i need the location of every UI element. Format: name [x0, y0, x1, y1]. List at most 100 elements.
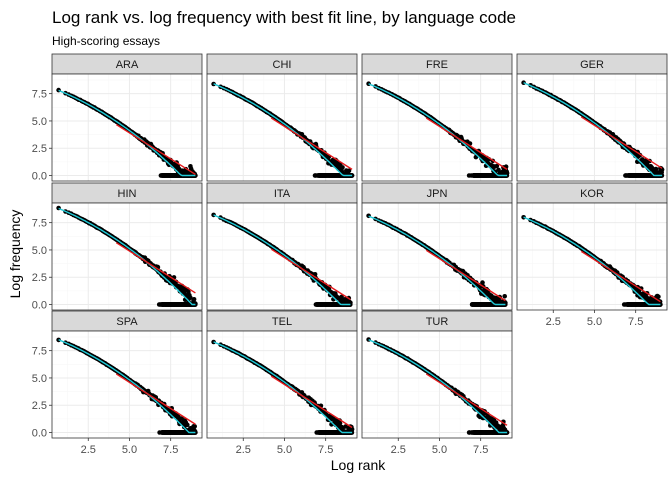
facet-fre: FRE	[361, 53, 513, 182]
best-fit-line	[425, 117, 508, 170]
data-point	[366, 81, 371, 86]
facet-panel-border	[206, 202, 358, 311]
x-tick-label: 7.5	[473, 444, 488, 456]
x-tick-label: 5.0	[432, 444, 447, 456]
best-fit-line	[580, 250, 661, 303]
facet-strip-label: JPN	[427, 188, 448, 200]
facet-strip-label: TEL	[272, 316, 292, 328]
x-tick-label: 2.5	[391, 444, 406, 456]
smooth-line	[213, 214, 351, 306]
facet-panel-border	[516, 73, 668, 182]
x-tick-label: 2.5	[546, 316, 561, 328]
smooth-line	[523, 82, 663, 177]
facet-strip-label: HIN	[118, 188, 137, 200]
best-fit-line	[425, 249, 506, 302]
data-point	[191, 297, 197, 302]
facet-hin: HIN 0.0 2.5 5.0 7.5	[32, 182, 203, 312]
smooth-line	[213, 341, 353, 434]
x-tick-label: 5.0	[122, 444, 137, 456]
facet-strip-label: SPA	[116, 316, 138, 328]
smooth-line	[58, 89, 196, 177]
y-tick-label: 2.5	[32, 400, 47, 412]
facet-strip-label: FRE	[426, 59, 448, 71]
y-tick-label: 0.0	[32, 300, 47, 312]
y-tick-label: 2.5	[32, 272, 47, 284]
x-tick-label: 7.5	[318, 444, 333, 456]
facet-chi: CHI	[206, 53, 358, 182]
facet-panel	[52, 203, 202, 310]
best-fit-line	[270, 117, 353, 170]
facet-kor: KOR 2.5 5.0 7.5	[516, 182, 668, 328]
facet-tur: TUR 2.5 5.0 7.5	[361, 310, 513, 456]
data-point	[192, 424, 197, 429]
smooth-line	[213, 83, 353, 177]
y-axis-label: Log frequency	[7, 210, 23, 299]
facet-jpn: JPN	[361, 182, 513, 311]
facet-panel-border	[51, 73, 203, 182]
facet-panel-border	[206, 73, 358, 182]
facet-grid-lines	[52, 74, 202, 181]
x-tick-label: 5.0	[277, 444, 292, 456]
facet-panel-border	[206, 330, 358, 439]
best-fit-line	[580, 116, 663, 169]
smooth-line	[368, 215, 506, 306]
data-point	[340, 165, 345, 170]
best-fit-line	[115, 123, 196, 176]
data-point	[188, 295, 193, 301]
y-tick-label: 7.5	[32, 346, 47, 358]
data-point	[346, 168, 352, 174]
chart-subtitle: High-scoring essays	[52, 34, 160, 48]
y-tick-label: 7.5	[32, 218, 47, 230]
facet-spa: SPA 0.0 2.5 5.0 7.5 2.5 5.0 7.5	[32, 310, 203, 456]
facet-tel: TEL 2.5 5.0 7.5	[206, 310, 358, 456]
best-fit-line	[270, 375, 353, 429]
best-fit-line	[425, 373, 508, 426]
facet-grid: ARA 0.0 2.5 5.0 7.5 CHI FRE GER HIN 0.0 2.5 5.0 7.5 I…	[32, 53, 668, 456]
smooth-line	[368, 339, 508, 434]
facet-strip-label: CHI	[273, 59, 292, 71]
x-tick-label: 7.5	[163, 444, 178, 456]
facet-strip-label: ARA	[116, 59, 139, 71]
facet-ger: GER	[516, 53, 668, 182]
facet-strip-label: ITA	[274, 188, 291, 200]
best-fit-line	[270, 248, 351, 301]
x-tick-label: 5.0	[587, 316, 602, 328]
data-point	[653, 166, 659, 172]
data-point	[480, 280, 485, 285]
data-point	[656, 294, 661, 300]
data-point	[659, 167, 665, 172]
data-point	[337, 421, 343, 426]
y-tick-label: 5.0	[32, 116, 47, 128]
y-tick-label: 5.0	[32, 373, 47, 385]
facet-strip-label: KOR	[580, 188, 604, 200]
x-tick-label: 2.5	[236, 444, 251, 456]
facet-grid-lines	[52, 203, 202, 310]
facet-ara: ARA 0.0 2.5 5.0 7.5	[32, 53, 203, 183]
facet-panel-border	[361, 73, 513, 182]
x-tick-label: 2.5	[81, 444, 96, 456]
data-point	[502, 294, 508, 299]
facet-strip-label: GER	[580, 59, 604, 71]
facet-grid-lines	[517, 203, 667, 310]
facet-panel-border	[51, 330, 203, 439]
data-point	[494, 163, 500, 169]
facet-ita: ITA	[206, 182, 358, 311]
best-fit-line	[115, 242, 196, 294]
y-tick-label: 0.0	[32, 428, 47, 440]
smooth-line	[58, 207, 196, 306]
y-tick-label: 5.0	[32, 245, 47, 257]
smooth-line	[368, 83, 508, 177]
y-tick-label: 7.5	[32, 89, 47, 101]
facet-panel-border	[361, 202, 513, 311]
y-tick-label: 2.5	[32, 143, 47, 155]
facet-panel-border	[51, 202, 203, 311]
data-point	[185, 422, 190, 428]
y-tick-label: 0.0	[32, 171, 47, 183]
chart-title: Log rank vs. log frequency with best fit…	[52, 8, 516, 27]
smooth-line	[58, 339, 196, 434]
facet-grid-lines	[362, 203, 512, 310]
x-tick-label: 7.5	[628, 316, 643, 328]
x-axis-label: Log rank	[331, 457, 386, 473]
facet-panel-border	[516, 202, 668, 311]
